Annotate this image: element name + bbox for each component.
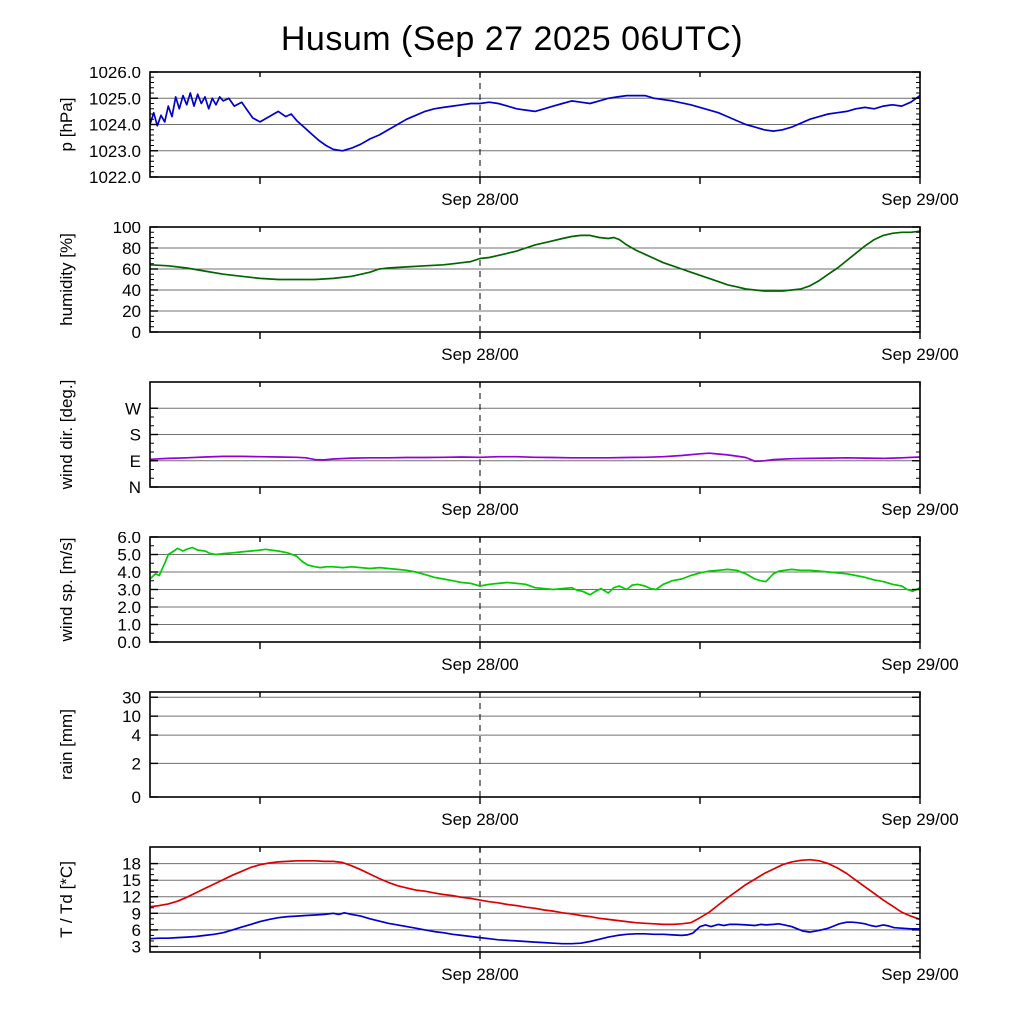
panel-wind-speed: 0.0 1.0 2.0 3.0 4.0 5.0 6.0 Sep 28/00 Sep 29/00 w… — [0, 532, 1024, 687]
x-tick-label: Sep 28/00 — [441, 965, 519, 984]
y-tick-label: W — [125, 399, 141, 418]
y-tick-label: 40 — [122, 281, 141, 300]
x-tick-label: Sep 29/00 — [881, 810, 959, 829]
y-tick-label: 12 — [122, 888, 141, 907]
panel-pressure: 1022.0 1023.0 1024.0 1025.0 1026.0 Sep 28/00 S… — [0, 67, 1024, 222]
y-tick-label: 3 — [132, 937, 141, 956]
series-wind-direction — [150, 452, 920, 463]
y-tick-label: 1023.0 — [89, 142, 141, 161]
y-tick-label: 80 — [122, 239, 141, 258]
x-tick-label: Sep 28/00 — [441, 500, 519, 519]
y-tick-label: 0.0 — [117, 633, 141, 652]
series-wind-speed — [150, 546, 920, 596]
x-tick-label: Sep 29/00 — [881, 965, 959, 984]
y-tick-label: 1025.0 — [89, 89, 141, 108]
x-tick-label: Sep 29/00 — [881, 655, 959, 674]
humidity-chart: 0 20 40 60 80 100 Sep 28/00 Sep 29/00 humidity [… — [57, 222, 959, 364]
y-tick-label: 0 — [132, 788, 141, 807]
x-tick-label: Sep 28/00 — [441, 190, 519, 209]
series-pressure — [150, 92, 920, 152]
y-tick-label: 2 — [132, 754, 141, 773]
x-tick-label: Sep 29/00 — [881, 345, 959, 364]
panel-wind-direction: N E S W Sep 28/00 Sep 29/00 wind dir. [deg.] — [0, 377, 1024, 532]
x-tick-label: Sep 29/00 — [881, 500, 959, 519]
y-tick-label: 2.0 — [117, 598, 141, 617]
y-tick-label: 6 — [132, 921, 141, 940]
y-tick-label: 9 — [132, 904, 141, 923]
y-tick-label: E — [130, 452, 141, 471]
series-humidity — [150, 230, 920, 292]
ylabel-temperature-dewpoint: T / Td [*C] — [57, 861, 76, 938]
y-tick-label: 18 — [122, 855, 141, 874]
panel-rain: 0 2 4 10 30 Sep 28/00 Sep 29/00 rain [mm] — [0, 687, 1024, 842]
wind-speed-chart: 0.01.02.03.04.05.06.0 Sep 28/00 Sep 29/00 w… — [57, 532, 959, 674]
ylabel-wind-direction: wind dir. [deg.] — [57, 380, 76, 491]
series-temperature — [150, 858, 920, 926]
panel-humidity: 0 20 40 60 80 100 Sep 28/00 Sep 29/00 humidity [… — [0, 222, 1024, 377]
y-tick-label: 1.0 — [117, 615, 141, 634]
y-tick-label: 1022.0 — [89, 168, 141, 187]
ylabel-wind-speed: wind sp. [m/s] — [57, 538, 76, 643]
y-tick-label: N — [129, 478, 141, 497]
y-tick-label: 5.0 — [117, 546, 141, 565]
y-tick-label: 10 — [122, 707, 141, 726]
y-tick-label: 15 — [122, 871, 141, 890]
y-tick-label: 0 — [132, 323, 141, 342]
y-tick-label: 1026.0 — [89, 67, 141, 82]
x-tick-label: Sep 28/00 — [441, 655, 519, 674]
ylabel-pressure: p [hPa] — [57, 98, 76, 152]
pressure-chart: 1022.0 1023.0 1024.0 1025.0 1026.0 Sep 28/00 S… — [57, 67, 959, 209]
y-tick-label: 6.0 — [117, 532, 141, 547]
y-tick-label: 60 — [122, 260, 141, 279]
y-tick-label: 3.0 — [117, 581, 141, 600]
panel-temperature-dewpoint: 3 6 9 12 15 18 Sep 28/00 Sep 29/00 T / Td [*C] — [0, 842, 1024, 997]
x-tick-label: Sep 28/00 — [441, 810, 519, 829]
y-tick-label: 4 — [132, 726, 141, 745]
x-tick-label: Sep 28/00 — [441, 345, 519, 364]
x-tick-label: Sep 29/00 — [881, 190, 959, 209]
y-tick-label: 100 — [113, 222, 141, 237]
y-tick-label: S — [130, 426, 141, 445]
y-tick-label: 30 — [122, 688, 141, 707]
y-tick-label: 4.0 — [117, 563, 141, 582]
ylabel-humidity: humidity [%] — [57, 233, 76, 326]
chart-title: Husum (Sep 27 2025 06UTC) — [280, 20, 744, 58]
ylabel-rain: rain [mm] — [57, 709, 76, 780]
panels-container: 1022.0 1023.0 1024.0 1025.0 1026.0 Sep 28/00 S… — [0, 67, 1024, 997]
series-dewpoint — [150, 911, 920, 945]
y-tick-label: 20 — [122, 302, 141, 321]
y-tick-label: 1024.0 — [89, 116, 141, 135]
